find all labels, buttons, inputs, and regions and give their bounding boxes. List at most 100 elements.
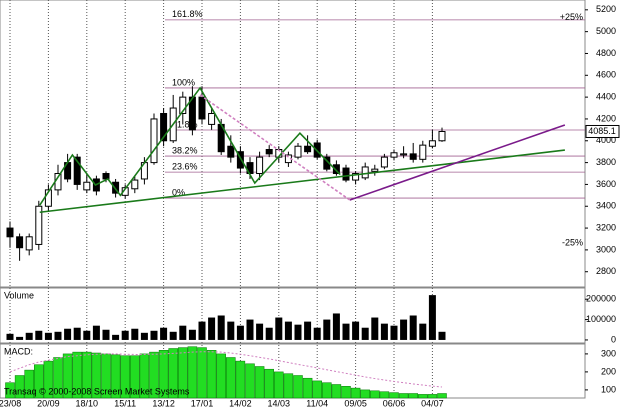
candle-body <box>112 181 120 194</box>
bar <box>25 332 33 340</box>
bar <box>139 353 150 399</box>
y-tick-label: 3200 <box>596 222 616 232</box>
candle-body <box>236 151 244 169</box>
footer: Transaq © 2000-2008 Screen Market System… <box>4 386 190 396</box>
y-tick-label: 100 <box>601 384 616 394</box>
y-tick-label: 4200 <box>596 113 616 123</box>
bar <box>43 360 54 399</box>
bar <box>72 351 82 399</box>
bar <box>197 347 207 399</box>
x-tick-label: 15/11 <box>114 398 136 408</box>
candle-body <box>44 189 52 207</box>
bar <box>140 332 148 340</box>
bar <box>160 327 168 340</box>
bar <box>178 347 188 399</box>
x-tick-label: 13/12 <box>152 398 175 408</box>
candle-body <box>83 181 91 191</box>
candle-body <box>352 173 360 181</box>
bar <box>331 384 342 399</box>
y-tick-label: 4400 <box>596 91 616 101</box>
bar <box>342 323 350 340</box>
y-tick-label: 300 <box>601 348 616 358</box>
bar <box>398 393 409 399</box>
bar <box>294 324 302 340</box>
price-panel <box>0 0 586 288</box>
x-tick-label: 09/05 <box>344 398 367 408</box>
y-tick-label: 100000 <box>586 314 616 324</box>
bar <box>187 346 198 399</box>
bar <box>379 391 390 399</box>
x-tick-label: 14/02 <box>229 398 252 408</box>
candle-body <box>428 140 436 147</box>
candle-body <box>160 112 168 142</box>
bar <box>5 382 15 399</box>
bar <box>235 360 246 399</box>
bar <box>131 328 139 340</box>
y-tick-label: 200000 <box>586 294 616 304</box>
candle-body <box>6 227 14 238</box>
bar <box>313 327 321 340</box>
bar <box>217 315 225 340</box>
fib-label: 38.2% <box>172 145 198 155</box>
bar <box>158 350 169 399</box>
bar <box>216 353 226 399</box>
bar <box>312 380 322 399</box>
bar <box>256 323 264 340</box>
bar <box>24 369 34 399</box>
candle-body <box>294 145 302 158</box>
bar <box>53 357 63 399</box>
bar <box>245 363 255 399</box>
candle-body <box>131 179 139 190</box>
bar <box>419 323 427 340</box>
y-tick-label: 5000 <box>596 26 616 36</box>
bar <box>92 325 100 340</box>
candle-body <box>208 112 216 125</box>
bar <box>371 317 379 340</box>
bar <box>6 333 14 340</box>
bar <box>54 331 62 340</box>
candle-body <box>380 156 388 168</box>
bar <box>332 313 340 340</box>
volume-label: Volume <box>4 290 34 300</box>
bar <box>149 351 159 399</box>
bar <box>83 330 91 340</box>
trendline <box>39 86 341 206</box>
x-tick-label: 18/10 <box>76 398 99 408</box>
bar <box>73 327 81 340</box>
trendline <box>39 149 565 214</box>
candle-body <box>342 167 350 181</box>
bar <box>389 392 399 399</box>
y-tick-label: 4600 <box>596 70 616 80</box>
signal-line <box>9 351 443 388</box>
x-tick-label: 23/08 <box>0 398 21 408</box>
bar <box>304 321 312 340</box>
bar <box>283 373 294 399</box>
candle-body <box>332 164 340 175</box>
bar <box>427 394 438 399</box>
bar <box>188 329 196 340</box>
last-price: 4085.1 <box>588 126 616 136</box>
bar <box>409 315 417 340</box>
candle-body <box>400 153 408 156</box>
bar <box>400 319 408 340</box>
candle-body <box>390 152 398 158</box>
bar <box>44 332 52 340</box>
candle-body <box>25 236 33 251</box>
bar <box>275 317 283 340</box>
y-tick-label: 3400 <box>596 201 616 211</box>
bar <box>14 375 25 399</box>
bar <box>169 331 177 340</box>
y-tick-label: 4000 <box>596 135 616 145</box>
y-tick-label: 0 <box>611 334 616 344</box>
candle-body <box>227 145 235 158</box>
fib-label: 23.6% <box>172 161 198 171</box>
bar <box>236 325 244 340</box>
y-tick-label: 4800 <box>596 48 616 58</box>
bar <box>302 377 313 399</box>
bar <box>322 382 332 399</box>
bar <box>341 386 351 399</box>
bar <box>380 323 388 340</box>
bar <box>254 366 265 399</box>
bar <box>101 353 111 399</box>
